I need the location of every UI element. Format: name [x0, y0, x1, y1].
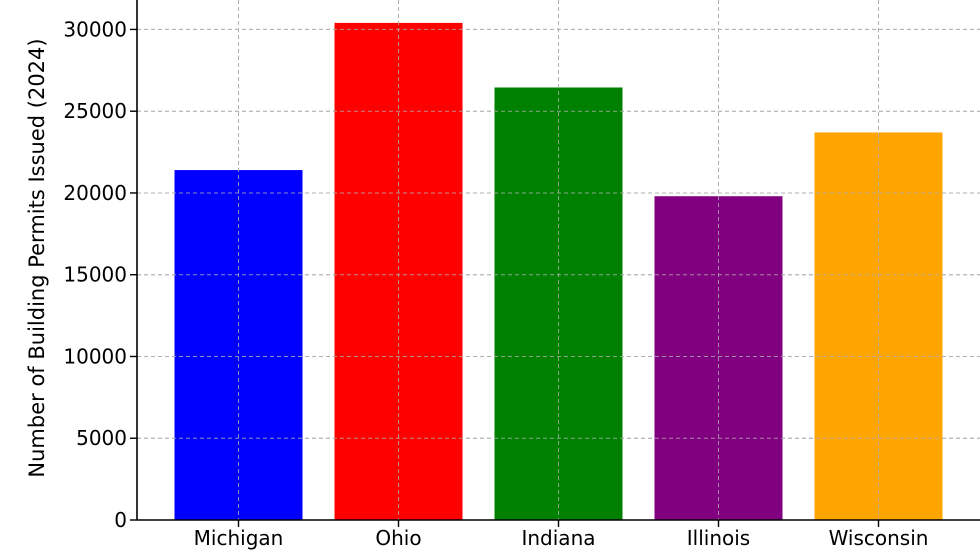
y-axis-label: Number of Building Permits Issued (2024): [25, 38, 49, 477]
x-tick-label: Illinois: [687, 526, 750, 550]
y-tick-label: 15000: [63, 263, 127, 287]
bar-ohio: [334, 22, 463, 521]
y-tick-label: 0: [114, 508, 127, 532]
grid-overlay: [137, 0, 980, 520]
y-tick-label: 5000: [76, 426, 127, 450]
y-axis-ticks: 0 5000 10000 15000 20000 25000 30000: [63, 17, 137, 532]
x-tick-label: Michigan: [194, 526, 284, 550]
x-tick-label: Ohio: [375, 526, 421, 550]
y-tick-label: 30000: [63, 17, 127, 41]
y-tick-label: 25000: [63, 99, 127, 123]
x-axis-ticks: Michigan Ohio Indiana Illinois Wisconsin: [194, 520, 929, 550]
y-tick-label: 20000: [63, 181, 127, 205]
bars: [174, 22, 943, 521]
y-tick-label: 10000: [63, 344, 127, 368]
x-tick-label: Indiana: [521, 526, 595, 550]
x-tick-label: Wisconsin: [829, 526, 929, 550]
